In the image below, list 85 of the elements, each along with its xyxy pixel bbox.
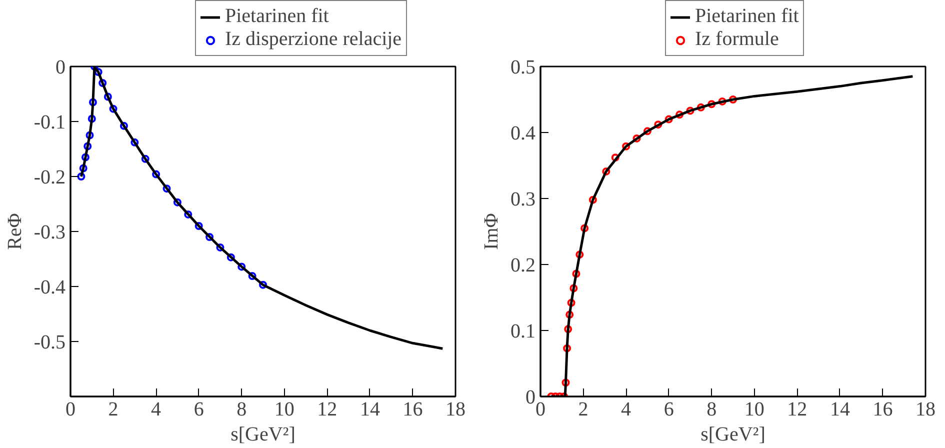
point <box>718 97 726 106</box>
y-tick-label: 0.1 <box>510 320 536 342</box>
point <box>570 284 578 292</box>
x-tick-label: 8 <box>706 398 717 420</box>
y-tick-label: -0.3 <box>34 222 66 244</box>
point <box>206 233 214 241</box>
point <box>81 153 90 162</box>
y-tick-label: -0.5 <box>34 332 66 354</box>
point <box>152 170 160 178</box>
point <box>259 280 267 289</box>
point <box>686 106 694 115</box>
legend-label: Pietarinen fit <box>695 5 799 28</box>
point <box>104 92 112 101</box>
point <box>567 298 576 307</box>
y-tick-label: 0.3 <box>510 188 536 210</box>
point <box>226 253 235 262</box>
point <box>98 79 107 87</box>
point <box>173 198 182 206</box>
x-tick-label: 4 <box>621 398 632 420</box>
y-axis-title: ImΦ <box>480 212 502 250</box>
x-tick-label: 10 <box>744 398 764 420</box>
point <box>564 325 572 334</box>
point <box>88 98 97 106</box>
x-tick-label: 16 <box>402 398 423 420</box>
x-tick-label: 10 <box>274 398 294 420</box>
y-axis-title: ReΦ <box>4 212 26 250</box>
point <box>248 272 256 280</box>
point <box>566 310 574 319</box>
point <box>654 120 662 129</box>
y-tick-label: 0.4 <box>510 122 536 144</box>
point <box>109 104 118 113</box>
x-axis-title: s[GeV²] <box>230 424 296 446</box>
x-tick-label: 14 <box>360 398 380 420</box>
x-tick-label: 6 <box>194 398 204 420</box>
point <box>708 100 716 108</box>
point <box>643 127 652 136</box>
point <box>130 138 139 146</box>
point <box>94 68 102 76</box>
point <box>676 110 684 119</box>
point <box>622 142 630 150</box>
x-tick-label: 18 <box>446 398 466 420</box>
x-tick-label: 16 <box>872 398 893 420</box>
x-tick-label: 2 <box>578 398 588 420</box>
x-tick-label: 12 <box>317 398 338 420</box>
x-tick-label: 2 <box>108 398 118 420</box>
y-tick-label: -0.4 <box>34 276 66 298</box>
point <box>238 262 246 271</box>
point <box>88 114 96 123</box>
point <box>162 184 171 193</box>
point <box>572 270 580 278</box>
y-tick-label: -0.1 <box>34 112 66 134</box>
x-tick-label: 8 <box>236 398 247 420</box>
x-tick-label: 4 <box>151 398 162 420</box>
point <box>562 378 570 387</box>
point <box>141 154 150 163</box>
point <box>194 222 203 230</box>
y-tick-label: -0.2 <box>34 166 66 188</box>
point <box>602 167 610 176</box>
point <box>580 224 589 232</box>
point <box>696 103 705 112</box>
legend-label: Iz disperzione relacije <box>225 28 402 51</box>
point <box>729 96 737 104</box>
legend-label: Pietarinen fit <box>225 5 329 28</box>
point <box>611 154 620 162</box>
legend-label: Iz formule <box>695 28 779 51</box>
y-tick-label: 0 <box>56 56 66 78</box>
point <box>79 164 88 172</box>
point <box>77 172 86 180</box>
x-tick-label: 14 <box>830 398 850 420</box>
y-tick-label: 0.2 <box>510 254 536 276</box>
point <box>84 142 92 150</box>
x-tick-label: 12 <box>787 398 808 420</box>
point <box>632 134 641 142</box>
point <box>588 196 597 204</box>
point <box>664 115 673 124</box>
point <box>576 250 584 259</box>
point <box>184 210 192 218</box>
point <box>86 131 94 140</box>
point <box>216 243 224 252</box>
x-tick-label: 6 <box>664 398 674 420</box>
point <box>120 122 128 130</box>
y-tick-label: 0.5 <box>510 56 536 78</box>
x-axis-title: s[GeV²] <box>700 424 766 446</box>
point <box>563 344 572 352</box>
x-tick-label: 18 <box>916 398 936 420</box>
